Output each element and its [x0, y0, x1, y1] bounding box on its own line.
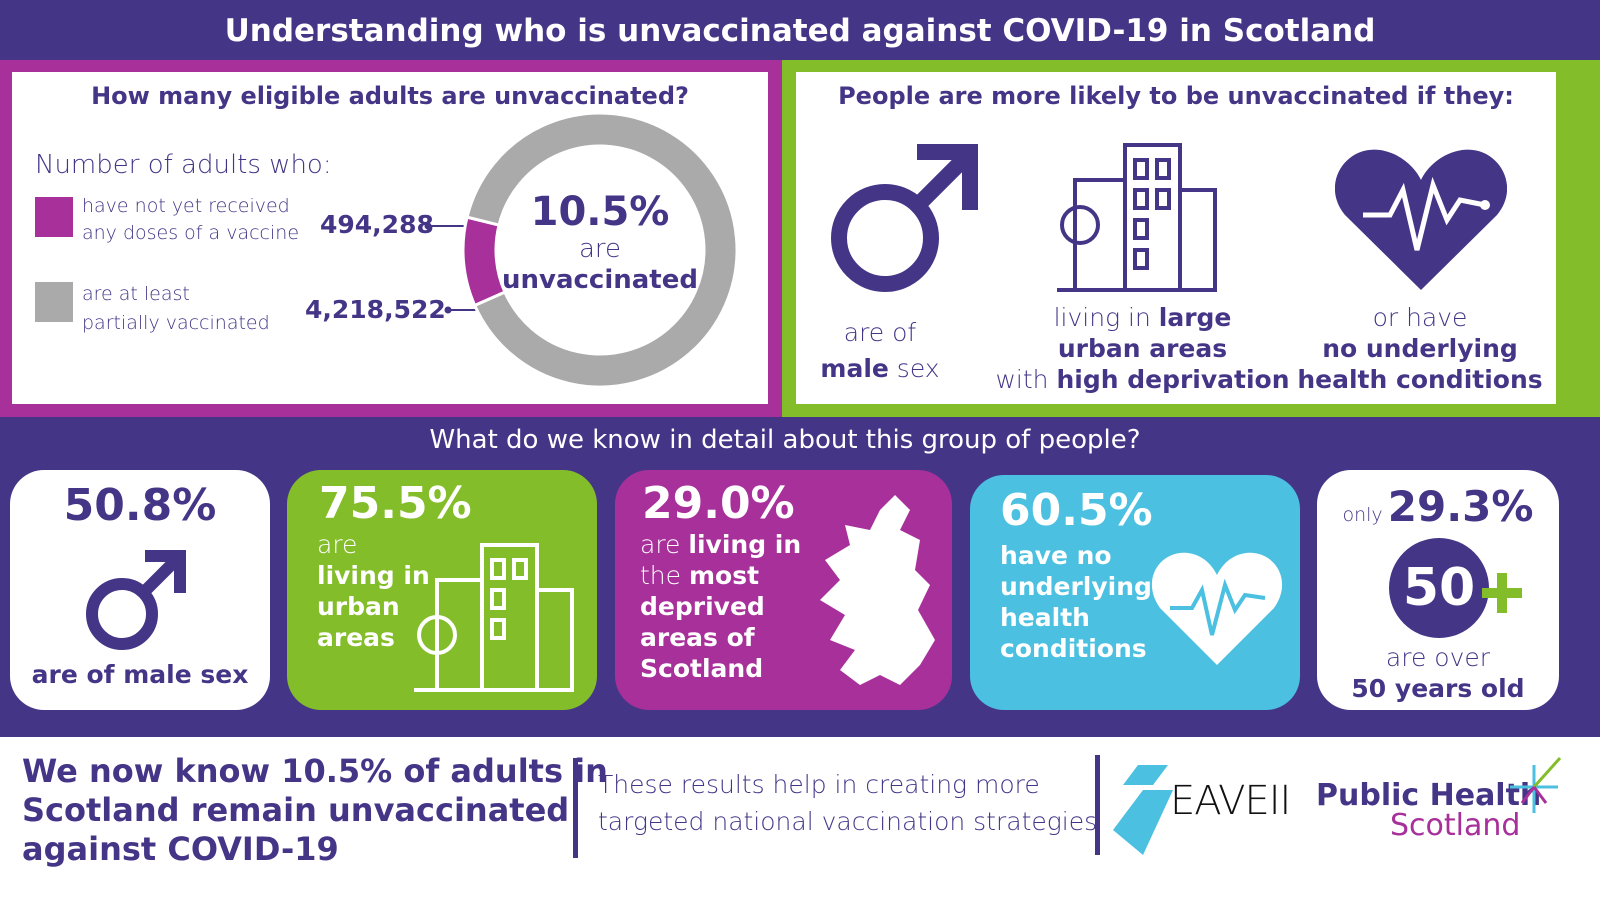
city-buildings-icon: [414, 543, 574, 692]
card-over-50: only 29.3% 50 are over 50 years old: [1317, 470, 1559, 710]
legend-label-vaccinated: are at least partially vaccinated: [82, 283, 270, 334]
phs-logo-subtext: Scotland: [1390, 808, 1521, 843]
heartbeat-icon: [1151, 552, 1283, 665]
divider: [573, 758, 578, 858]
footer-subtext: These results help in creating more targe…: [598, 770, 1098, 836]
donut-chart: [424, 111, 739, 389]
legend-label-unvaccinated: have not yet received any doses of a vacc…: [82, 195, 300, 244]
card-male: 50.8% are of male sex: [10, 470, 270, 710]
leader-dot: [444, 306, 452, 314]
leader-dot: [424, 222, 432, 230]
phs-star-icon: [1510, 756, 1562, 813]
donut-slice-1: [465, 111, 739, 389]
city-buildings-icon: [1057, 143, 1217, 292]
card-deprived: 29.0% are living in the most deprived areas…: [615, 470, 952, 710]
page-title: Understanding who is unvaccinated agains…: [0, 0, 1600, 62]
donut-center-label: 10.5% are unvaccinated: [502, 189, 698, 295]
factor-urban-deprivation: living in large urban areas with high depr…: [995, 303, 1290, 394]
scotland-map-icon: [820, 495, 935, 685]
value-vaccinated: 4,218,522: [305, 295, 446, 324]
legend-title: Number of adults who:: [35, 150, 332, 180]
heartbeat-icon: [1335, 149, 1507, 290]
legend-swatch-vaccinated: [35, 282, 73, 322]
value-unvaccinated: 494,288: [320, 210, 434, 239]
footer-headline: We now know 10.5% of adults in Scotland r…: [22, 752, 608, 868]
legend-swatch-unvaccinated: [35, 197, 73, 237]
factor-male: are of male sex: [820, 318, 940, 383]
donut-slice-0: [461, 215, 507, 308]
factor-no-conditions: or have no underlying health conditions: [1297, 303, 1543, 394]
panel-heading: People are more likely to be unvaccinate…: [838, 82, 1514, 110]
detail-heading: What do we know in detail about this gro…: [429, 425, 1141, 455]
panel-heading: How many eligible adults are unvaccinate…: [91, 82, 689, 110]
eave-logo-icon: [1113, 765, 1173, 855]
eave-logo-text: EAVEII: [1170, 778, 1291, 824]
divider: [1095, 755, 1100, 855]
phs-logo-text: Public Health: [1316, 778, 1542, 813]
card-urban: 75.5% are living in urban areas: [287, 470, 597, 710]
card-no-conditions: 60.5% have no underlying health conditions: [970, 475, 1300, 710]
age-50-badge: 50: [1389, 538, 1489, 638]
male-symbol-icon: [831, 144, 978, 292]
male-symbol-icon: [86, 550, 186, 650]
